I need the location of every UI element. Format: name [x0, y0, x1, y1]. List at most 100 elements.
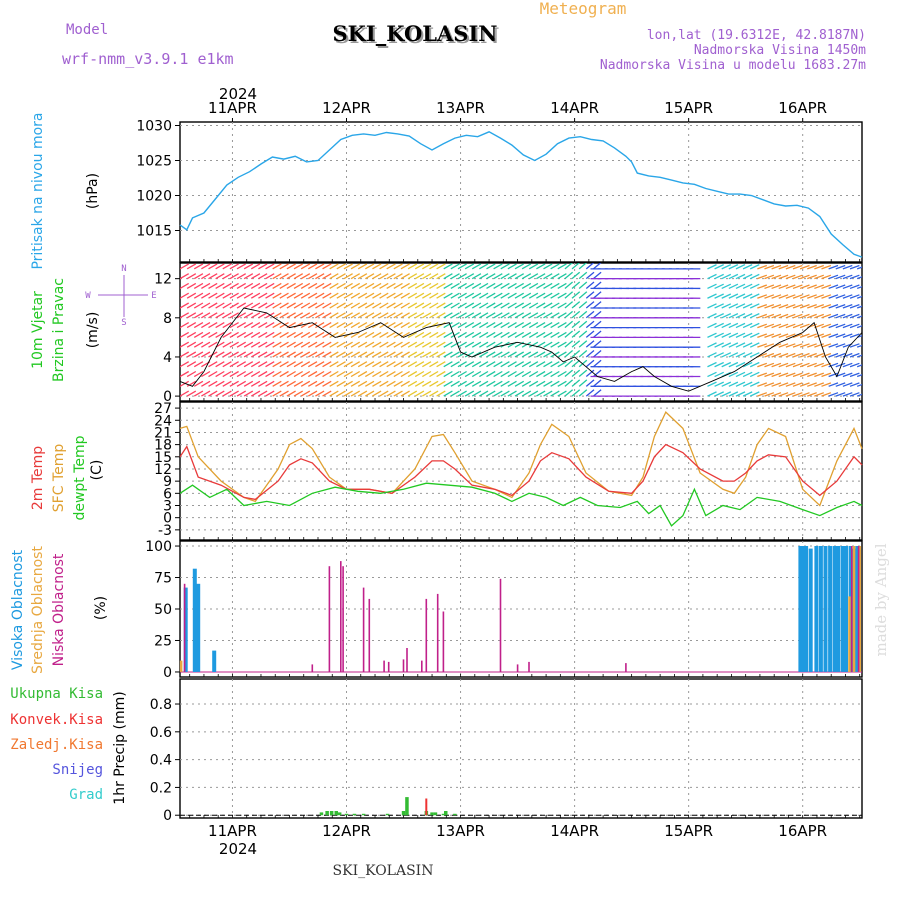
- wind-barb: [457, 390, 467, 397]
- y-tick-label: 0: [163, 511, 172, 527]
- wind-barb: [728, 264, 739, 270]
- wind-barb: [464, 312, 475, 319]
- wind-barb: [749, 342, 760, 348]
- wind-barb: [735, 273, 746, 280]
- wind-barb: [279, 341, 289, 348]
- low-cloud-bar: [857, 546, 860, 672]
- wind-barb: [186, 361, 197, 368]
- wind-barb: [222, 302, 232, 309]
- wind-barb: [243, 390, 254, 397]
- wind-ylabel-sub: Brzina i Pravac: [51, 278, 67, 382]
- wind-barb: [229, 370, 239, 378]
- wind-barb: [742, 391, 753, 397]
- wind-barb: [372, 341, 382, 348]
- wind-barb: [236, 341, 247, 348]
- wind-barb: [856, 354, 862, 358]
- wind-barb: [322, 322, 332, 329]
- wind-barb: [315, 361, 325, 368]
- wind-barb: [193, 263, 204, 270]
- wind-barb: [749, 303, 760, 309]
- wind-barb: [450, 351, 460, 358]
- wind-barb: [365, 263, 375, 270]
- wind-barb: [222, 312, 232, 319]
- wind-barb: [814, 372, 825, 378]
- wind-barb: [778, 274, 789, 280]
- wind-barb: [250, 380, 261, 387]
- wind-barb: [578, 369, 588, 378]
- wind-barb: [407, 341, 418, 348]
- wind-barb: [521, 302, 532, 309]
- wind-barb: [564, 271, 574, 280]
- wind-barb: [300, 302, 311, 309]
- wind-barb: [721, 273, 732, 280]
- wind-barb: [792, 274, 803, 280]
- wind-barb: [407, 380, 418, 387]
- wind-barb: [343, 390, 353, 397]
- wind-barb: [735, 293, 746, 299]
- wind-barb: [493, 263, 503, 270]
- wind-barb: [379, 273, 389, 280]
- wind-barb: [821, 264, 832, 270]
- mid-cloud-bar: [858, 546, 861, 672]
- wind-barb: [799, 352, 810, 358]
- wind-barb: [814, 352, 825, 358]
- wind-barb: [300, 370, 311, 378]
- wind-barb: [521, 273, 532, 280]
- wind-barb: [464, 322, 475, 329]
- wind-barb: [807, 294, 817, 299]
- wind-barb: [343, 282, 353, 290]
- wind-barb: [835, 362, 846, 368]
- precip-unit: 1hr Precip (mm): [112, 691, 128, 804]
- wind-barb: [728, 283, 739, 290]
- wind-barb: [372, 331, 382, 338]
- wind-barb: [528, 302, 539, 309]
- wind-barb: [707, 303, 717, 309]
- wind-barb: [357, 331, 368, 338]
- wind-barb: [322, 380, 332, 387]
- wind-barb: [229, 331, 239, 338]
- wind-barb: [749, 332, 760, 338]
- wind-barb: [493, 341, 503, 348]
- watermark: made by Angel: [872, 543, 890, 656]
- wind-barb: [764, 343, 775, 348]
- wind-barb: [279, 361, 289, 368]
- wind-barb: [300, 390, 311, 397]
- wind-barb: [742, 293, 753, 299]
- wind-barb: [471, 273, 482, 280]
- wind-barb: [792, 264, 803, 270]
- wind-barb: [365, 380, 375, 387]
- y-tick-label: 100: [145, 539, 172, 555]
- wind-barb: [486, 390, 496, 397]
- wind-barb: [707, 273, 717, 280]
- total-rain-bar: [444, 811, 448, 816]
- wind-barb: [422, 380, 432, 387]
- wind-barbs: [180, 263, 862, 397]
- wind-barb: [329, 380, 339, 387]
- wind-barb: [407, 302, 418, 309]
- wind-barb: [436, 282, 446, 290]
- wind-barb: [243, 331, 254, 338]
- wind-barb: [322, 263, 332, 270]
- wind-barb: [821, 392, 832, 397]
- wind-barb: [180, 341, 190, 348]
- wind-barb: [258, 380, 268, 387]
- wind-barb: [856, 325, 862, 329]
- wind-barb: [201, 390, 211, 397]
- wind-barb: [193, 331, 204, 338]
- wind-barb: [543, 312, 553, 319]
- x-tick-label-top: 15APR: [664, 99, 713, 117]
- wind-barb: [707, 264, 717, 270]
- wind-barb: [842, 294, 853, 299]
- wind-barb: [407, 282, 418, 290]
- wind-barb: [293, 273, 304, 280]
- wind-barb: [543, 263, 553, 270]
- wind-barb: [564, 359, 574, 368]
- wind-barb: [528, 390, 539, 397]
- y-tick-label: 15: [154, 450, 172, 466]
- wind-barb: [350, 341, 361, 348]
- wind-barb: [422, 322, 432, 329]
- wind-barb: [571, 281, 581, 289]
- wind-barb: [236, 370, 247, 378]
- wind-barb: [422, 361, 432, 368]
- wind-barb: [457, 322, 467, 329]
